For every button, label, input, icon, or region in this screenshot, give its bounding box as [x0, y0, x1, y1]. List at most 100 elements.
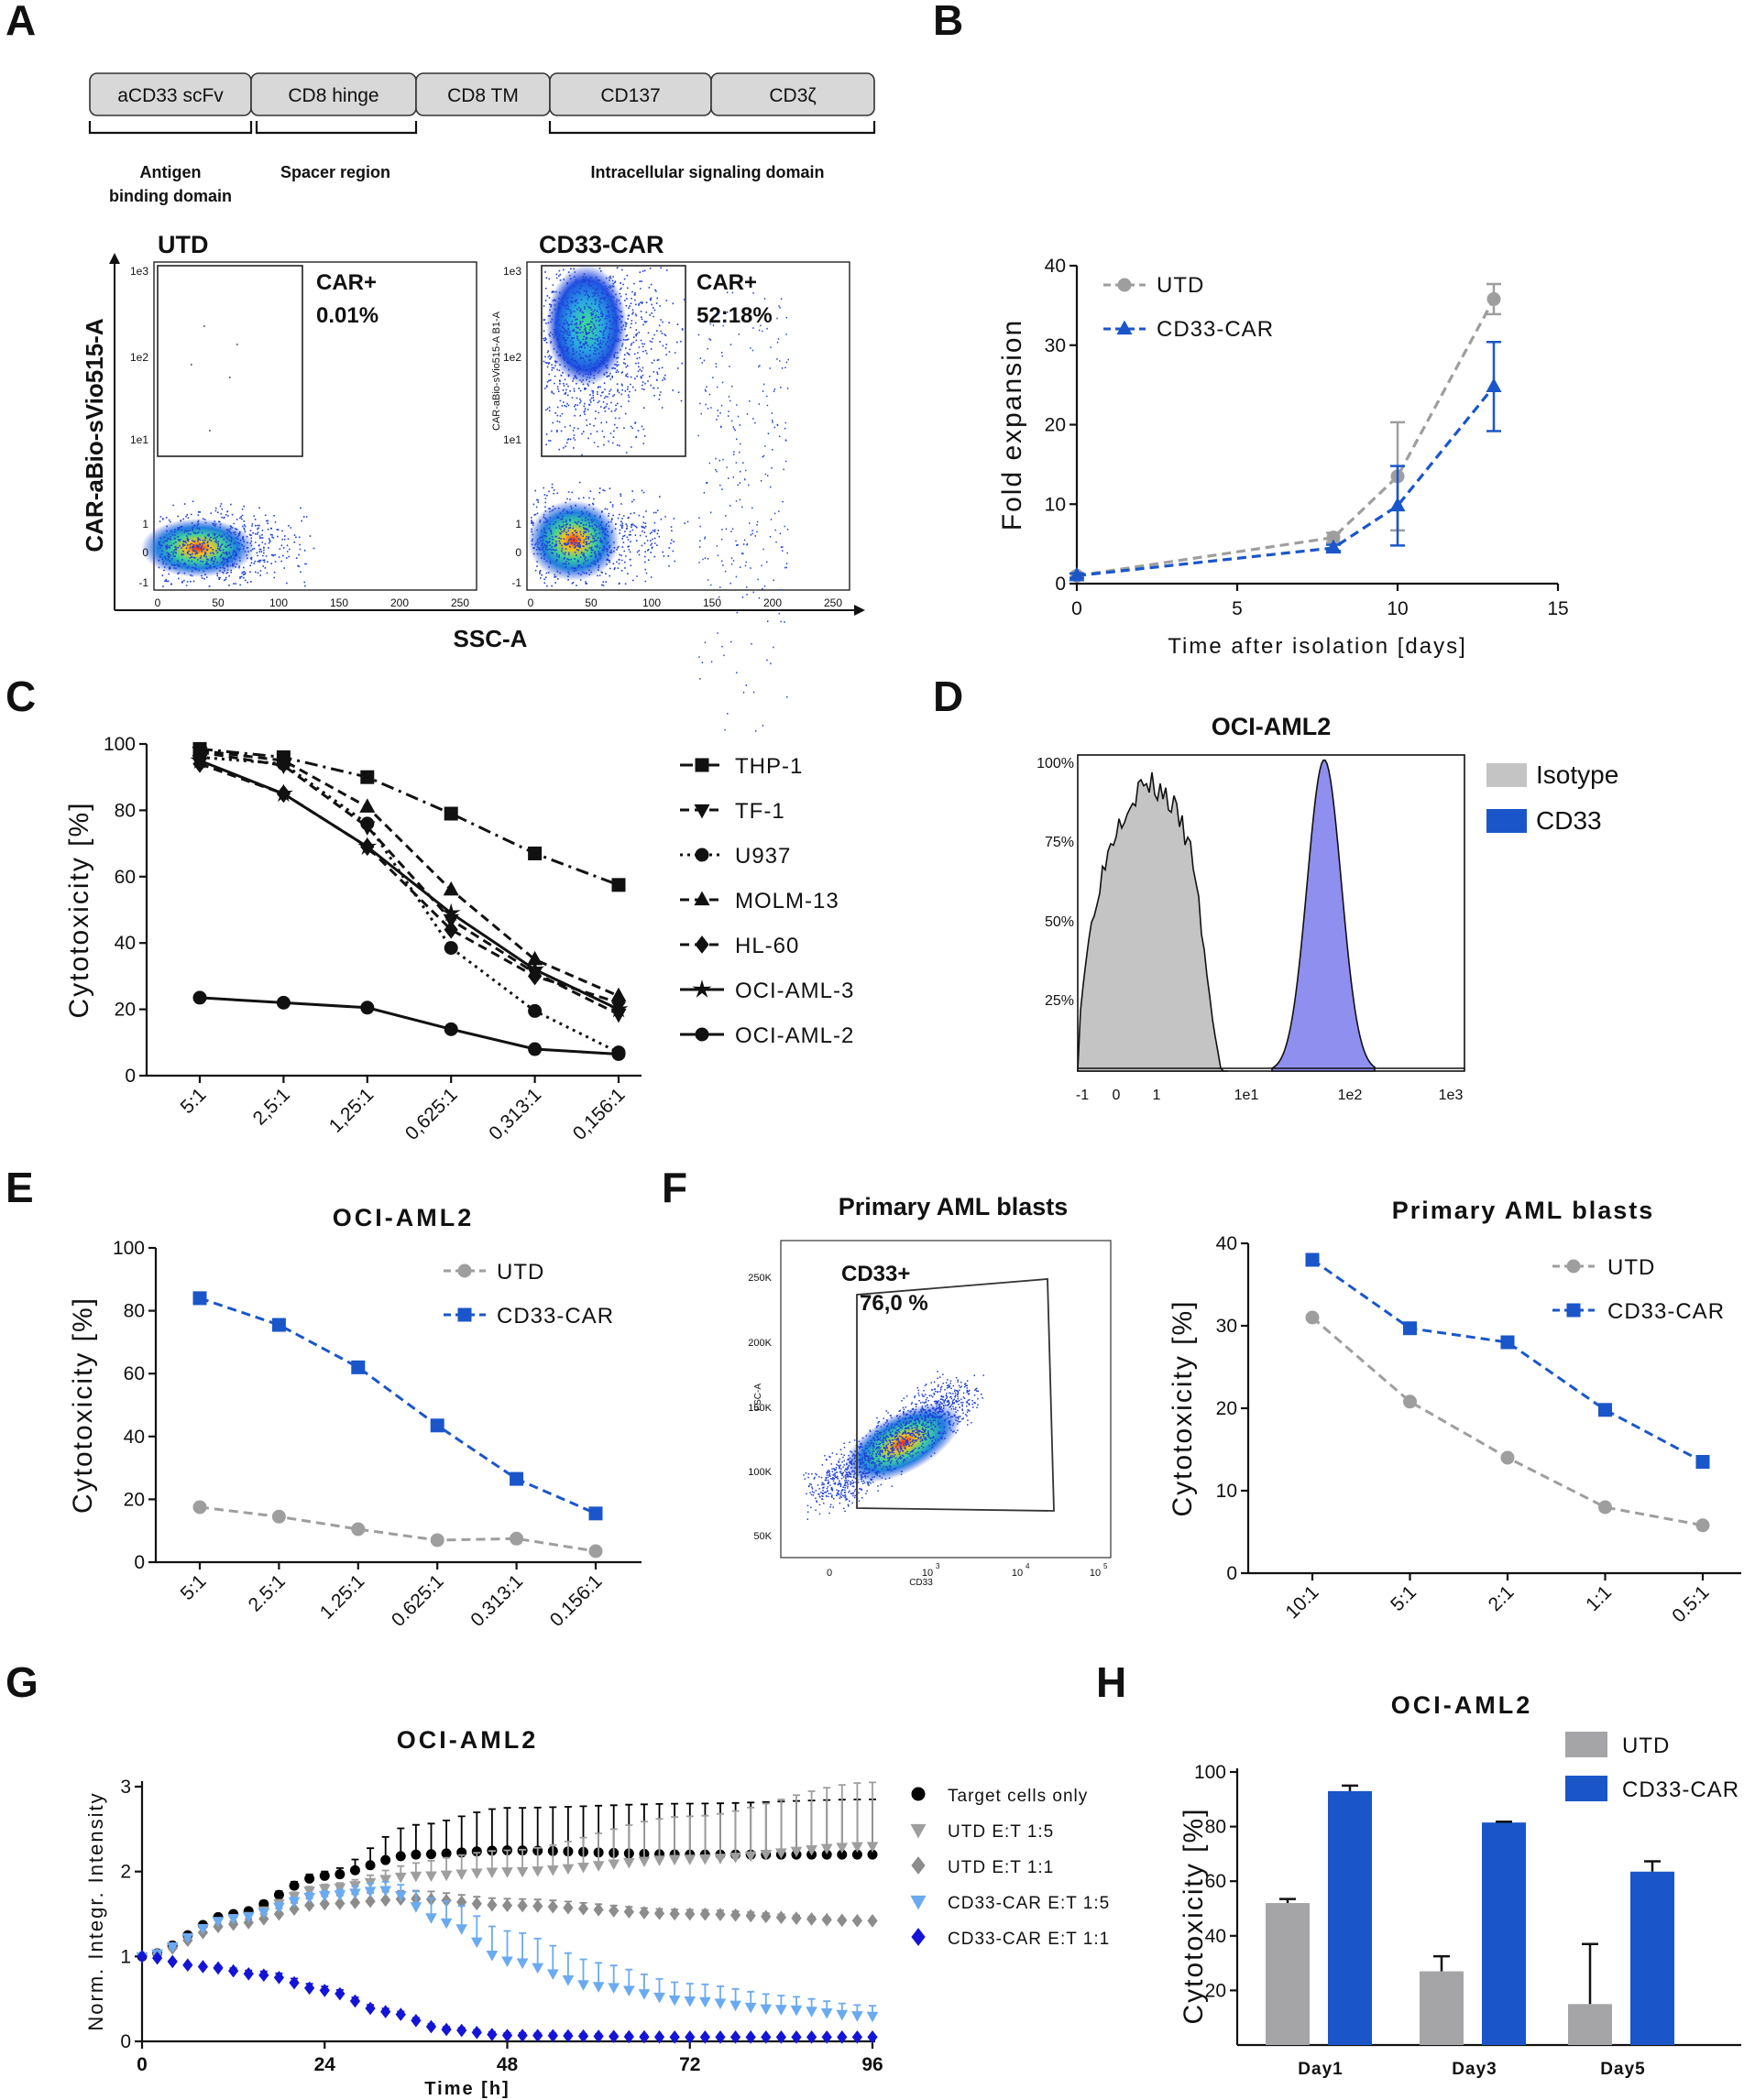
f-xtick-label: 10 [1012, 1568, 1023, 1579]
g-marker [867, 2030, 878, 2044]
g-xtick-label: 96 [861, 2054, 883, 2075]
d-hist-isotype [1077, 771, 1228, 1072]
g-marker [729, 2000, 741, 2012]
g-marker [334, 1890, 346, 1901]
g-errbar [807, 1790, 816, 1850]
g-marker [867, 1914, 878, 1928]
g-marker [486, 1867, 499, 1879]
e-legend-label: CD33-CAR [497, 1304, 614, 1329]
panel-letter-h: H [1096, 1658, 1126, 1706]
g-marker [699, 1907, 710, 1921]
g-marker [365, 1894, 376, 1909]
construct-label-scfv: aCD33 scFv [117, 85, 224, 106]
g-marker [304, 1898, 315, 1912]
g-errbar [853, 1782, 861, 1847]
g-errbar [731, 1810, 740, 1857]
g-marker [410, 1871, 422, 1883]
g-legend-label: UTD E:T 1:1 [948, 1858, 1054, 1877]
b-legend-label: UTD [1157, 273, 1204, 298]
flow-ytick-label: 1e3 [503, 265, 521, 278]
g-errbar [701, 1814, 709, 1859]
car-construct-diagram: aCD33 scFv CD8 hinge CD8 TM CD137 CD3ζ A… [88, 72, 876, 205]
c-line-HL-60 [199, 762, 620, 1004]
e-marker-CD33-CAR [271, 1318, 286, 1332]
construct-label-hinge: CD8 hinge [288, 85, 378, 106]
b-marker-CD33-CAR [1486, 377, 1502, 392]
h-legend-swatch [1565, 1776, 1607, 1801]
g-series-CD33-CAR E:T 1:5 [136, 1880, 879, 2023]
h-legend-swatch [1565, 1732, 1607, 1757]
construct-label-cd3z: CD3ζ [769, 85, 816, 106]
c-legend-label: U937 [735, 844, 791, 869]
b-marker-CD33-CAR [1389, 497, 1406, 512]
g-errbar [686, 1815, 694, 1859]
g-marker [592, 1861, 605, 1872]
g-errbar [473, 1915, 481, 1942]
panel-b-chart: 0 10 20 30 40 0 5 10 15 Time after isolation [day… [997, 256, 1569, 659]
g-errbar [533, 1806, 542, 1851]
g-errbar [457, 1815, 466, 1853]
g-legend-label: CD33-CAR E:T 1:1 [948, 1930, 1110, 1949]
d-hist-cd33 [1271, 759, 1376, 1072]
g-marker [866, 1842, 879, 1853]
g-errbar [717, 1812, 724, 1858]
g-marker [790, 1846, 803, 1858]
utd-flow-dots [141, 325, 315, 587]
g-marker [653, 1992, 665, 2004]
h-errbar [1342, 1784, 1358, 1791]
panel-a-ylabel: CAR-aBio-sVio515-A [81, 318, 108, 552]
g-marker [775, 2005, 787, 2016]
g-marker [258, 1968, 269, 1983]
g-marker [425, 1913, 437, 1924]
d-xtick-label: -1 [1076, 1088, 1089, 1103]
b-xtick-label: 5 [1232, 598, 1243, 619]
e-ytick-label: 60 [124, 1363, 145, 1384]
panel-a-flow: UTD CD33-CAR CAR+ 0.01% CAR+ 52:18% 1e3 1… [81, 231, 865, 765]
g-marker [289, 1880, 300, 1891]
c-marker-U937 [444, 941, 458, 956]
c-legend-marker [695, 758, 709, 772]
b-xtick-label: 15 [1547, 598, 1568, 619]
c-marker-OCI-AML-3 [441, 902, 461, 922]
f-marker-UTD [1695, 1518, 1710, 1533]
g-marker [349, 1994, 361, 2008]
g-marker [638, 1989, 651, 2000]
g-errbar [823, 1787, 831, 1848]
c-marker-OCI-AML-2 [444, 1022, 458, 1036]
flow-xtick-label: 0 [528, 596, 534, 609]
g-marker [517, 1898, 528, 1913]
flow-xtick-label: 0 [155, 596, 161, 609]
g-marker [379, 1886, 392, 1898]
c-legend-marker [692, 979, 712, 998]
g-marker [379, 1875, 392, 1886]
bracket-spacer [255, 121, 418, 135]
h-bar-UTD-Day1 [1266, 1903, 1310, 2045]
g-marker [775, 1910, 787, 1925]
g-marker [729, 1853, 741, 1864]
f-gate-label: CD33+ [841, 1262, 910, 1286]
g-marker [821, 2030, 832, 2044]
e-marker-UTD [192, 1500, 207, 1515]
b-xtick-label: 10 [1387, 598, 1408, 619]
g-marker [547, 1899, 558, 1914]
g-errbar [473, 1811, 481, 1852]
c-legend-marker [694, 891, 710, 906]
e-xtick-label: 2.5:1 [245, 1570, 290, 1615]
g-marker [638, 1856, 651, 1867]
g-marker [364, 1887, 377, 1898]
g-marker [532, 1963, 544, 1974]
g-marker [349, 1888, 361, 1899]
e-xtick-label: 0.156:1 [546, 1570, 607, 1631]
f-ytick-label: 20 [1216, 1398, 1237, 1419]
g-marker [547, 2029, 558, 2043]
e-ytick-label: 100 [113, 1238, 145, 1259]
f-marker-CD33-CAR [1403, 1321, 1417, 1336]
c-legend-label: MOLM-13 [735, 889, 839, 913]
g-xlabel: Time [h] [424, 2079, 510, 2099]
c-ytick-label: 0 [125, 1066, 136, 1087]
f-xtick-label: 0 [827, 1568, 832, 1579]
b-ytick-label: 20 [1045, 415, 1066, 436]
g-marker [577, 2029, 589, 2043]
g-marker [820, 2007, 833, 2019]
